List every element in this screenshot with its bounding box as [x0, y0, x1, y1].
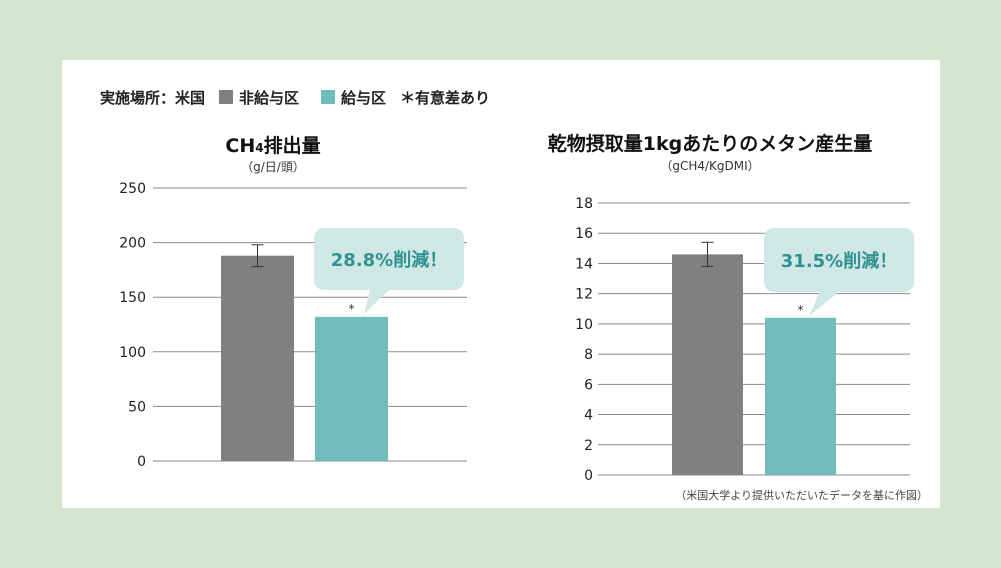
legend-significance: ＊有意差あり [400, 88, 491, 107]
y-tick-label: 250 [119, 181, 146, 197]
y-tick-label: 16 [575, 226, 593, 242]
chart-title: 乾物摂取量1kgあたりのメタン産生量 [548, 132, 872, 155]
y-tick-label: 8 [584, 347, 593, 363]
y-tick-label: 200 [119, 236, 146, 252]
bar-treatment [315, 316, 388, 461]
legend-site: 実施場所：米国 [100, 88, 206, 107]
legend-item-treatment: 給与区 [321, 87, 386, 108]
callout-bubble [314, 228, 464, 290]
legend-swatch-control [219, 90, 234, 104]
y-tick-label: 12 [575, 287, 593, 303]
y-tick-label: 10 [575, 317, 593, 333]
callout-tail [809, 291, 840, 316]
chart-title: CH4排出量 [225, 134, 320, 157]
y-tick-label: 2 [584, 438, 593, 454]
chart-unit-label: （gCH4/KgDMI） [660, 159, 759, 173]
source-note: （米国大学より提供いただいたデータを基に作図） [675, 489, 928, 502]
bar-treatment [765, 317, 836, 475]
legend: 実施場所：米国 非給与区 給与区 ＊有意差あり [100, 86, 490, 108]
y-tick-label: 150 [119, 290, 146, 306]
callout-text: 28.8%削減！ [331, 249, 447, 271]
bar-control [221, 255, 294, 461]
legend-label-control: 非給与区 [239, 88, 300, 107]
legend-item-control: 非給与区 [219, 87, 299, 108]
chart-unit-label: （g/日/頭） [241, 160, 305, 174]
callout-text: 31.5%削減！ [781, 250, 897, 272]
y-tick-label: 6 [584, 377, 593, 393]
y-tick-label: 4 [584, 408, 593, 424]
y-tick-label: 0 [584, 468, 593, 484]
y-tick-label: 18 [575, 196, 593, 212]
y-tick-label: 50 [128, 399, 146, 415]
legend-label-treatment: 給与区 [341, 88, 387, 107]
y-tick-label: 100 [119, 345, 146, 361]
chart-methane-per-dmi: 乾物摂取量1kgあたりのメタン産生量 （gCH4/KgDMI） 0 2 4 6 8 10 12 1… [548, 132, 914, 484]
y-tick-label: 0 [137, 454, 146, 470]
significance-mark: * [798, 303, 804, 317]
chart-ch4-emission: CH4排出量 （g/日/頭） 0 50 100 150 200 250 * 28.8%削減！ [119, 134, 467, 470]
significance-mark: * [349, 302, 355, 316]
callout-tail [364, 289, 390, 314]
bar-control [672, 254, 743, 475]
y-tick-label: 14 [575, 256, 593, 272]
chart-panel: 実施場所：米国 非給与区 給与区 ＊有意差あり CH4排出量 （g/日/頭） 0 50… [62, 60, 940, 508]
callout-bubble [764, 228, 914, 292]
legend-swatch-treatment [321, 90, 336, 104]
